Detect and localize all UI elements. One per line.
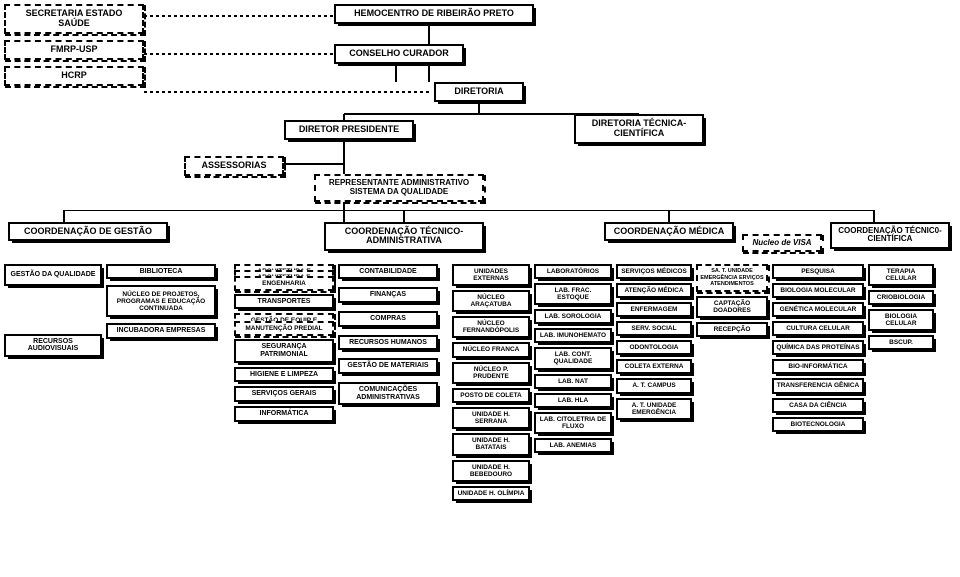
- lab-6: LAB. CITOLETRIA DE FLUXO: [534, 412, 612, 434]
- p-5: TRANSFERENCIA GÊNICA: [772, 378, 864, 393]
- atend-hdr: SA. T. UNIDADE EMERGÊNCIA ERVIÇOS ATENDI…: [696, 264, 768, 292]
- p-4: BIO-INFORMÁTICA: [772, 359, 864, 374]
- box-diretoria: DIRETORIA: [434, 82, 524, 102]
- lab-hdr: LABORATÓRIOS: [534, 264, 612, 279]
- sm-1: ENFERMAGEM: [616, 302, 692, 317]
- ue-0: NÚCLEO ARAÇATUBA: [452, 290, 530, 312]
- gestao-mat: GESTÃO DE MATERIAIS: [338, 358, 438, 374]
- tc-0: CRIOBIOLOGIA: [868, 290, 934, 305]
- sm-0: ATENÇÃO MÉDICA: [616, 283, 692, 298]
- box-rep: REPRESENTANTE ADMINISTRATIVO SISTEMA DA …: [314, 174, 484, 202]
- serv-gerais: SERVIÇOS GERAIS: [234, 386, 334, 402]
- lab-3: LAB. CONT. QUALIDADE: [534, 347, 612, 369]
- ue-hdr: UNIDADES EXTERNAS: [452, 264, 530, 286]
- eng: ENGENHARIA: [234, 276, 334, 291]
- biblioteca: BIBLIOTECA: [106, 264, 216, 280]
- sm-6: A. T. UNIDADE EMERGÊNCIA: [616, 398, 692, 420]
- box-assessorias: ASSESSORIAS: [184, 156, 284, 176]
- ue-1: NÚCLEO FERNANDÓPOLIS: [452, 316, 530, 338]
- ue-5: UNIDADE H. SERRANA: [452, 407, 530, 429]
- gestao-qualidade: GESTÃO DA QUALIDADE: [4, 264, 102, 286]
- sm-hdr: SERVIÇOS MÉDICOS: [616, 264, 692, 279]
- sm-5: A. T. CAMPUS: [616, 378, 692, 393]
- box-title: HEMOCENTRO DE RIBEIRÃO PRETO: [334, 4, 534, 24]
- box-conselho: CONSELHO CURADOR: [334, 44, 464, 64]
- manut-predial: MANUTENÇÃO PREDIAL: [234, 321, 334, 336]
- compras: COMPRAS: [338, 311, 438, 327]
- tc-2: BSCUP.: [868, 335, 934, 350]
- box-dtc: DIRETORIA TÉCNICA-CIENTÍFICA: [574, 114, 704, 144]
- p-3: QUÍMICA DAS PROTEÍNAS: [772, 340, 864, 355]
- p-7: BIOTECNOLOGIA: [772, 417, 864, 432]
- seguranca: SEGURANÇA PATRIMONIAL: [234, 339, 334, 362]
- ue-6: UNIDADE H. BATATAIS: [452, 433, 530, 455]
- coord-tc0: COORDENAÇÃO TÉCNIC0- CIENTÍFICA: [830, 222, 950, 250]
- lab-7: LAB. ANEMIAS: [534, 438, 612, 453]
- box-diretor: DIRETOR PRESIDENTE: [284, 120, 414, 140]
- nucleo-visa: Nucleo de VISA: [742, 234, 822, 253]
- financas: FINANÇAS: [338, 287, 438, 303]
- lab-4: LAB. NAT: [534, 374, 612, 389]
- tc-1: BIOLOGIA CELULAR: [868, 309, 934, 331]
- transportes: TRANSPORTES: [234, 294, 334, 310]
- coord-gestao: COORDENAÇÃO DE GESTÃO: [8, 222, 168, 242]
- ue-4: POSTO DE COLETA: [452, 388, 530, 403]
- rh: RECURSOS HUMANOS: [338, 335, 438, 351]
- lab-5: LAB. HLA: [534, 393, 612, 408]
- p-1: GENÉTICA MOLECULAR: [772, 302, 864, 317]
- contab: CONTABILIDADE: [338, 264, 438, 280]
- nucleo-projetos: NÚCLEO DE PROJETOS, PROGRAMAS E EDUCAÇÃO…: [106, 285, 216, 317]
- box-secretaria: SECRETARIA ESTADO SAÚDE: [4, 4, 144, 34]
- coord-tecadm: COORDENAÇÃO TÉCNICO-ADMINISTRATIVA: [324, 222, 484, 252]
- ue-7: UNIDADE H. BEBEDOURO: [452, 460, 530, 482]
- sm-2: SERV. SOCIAL: [616, 321, 692, 336]
- recepcao: RECEPÇÃO: [696, 322, 768, 337]
- ue-3: NÚCLEO P. PRUDENTE: [452, 362, 530, 384]
- p-6: CASA DA CIÊNCIA: [772, 398, 864, 413]
- box-hcrp: HCRP: [4, 66, 144, 86]
- recursos-audiovisuais: RECURSOS AUDIOVISUAIS: [4, 334, 102, 357]
- comunic: COMUNICAÇÕES ADMINISTRATIVAS: [338, 382, 438, 405]
- ue-8: UNIDADE H. OLÍMPIA: [452, 486, 530, 501]
- informatica: INFORMÁTICA: [234, 406, 334, 422]
- p-0: BIOLOGIA MOLECULAR: [772, 283, 864, 298]
- box-fmrp: FMRP-USP: [4, 40, 144, 60]
- ue-2: NÚCLEO FRANCA: [452, 342, 530, 357]
- lab-2: LAB. IMUNOHEMATO: [534, 328, 612, 343]
- incubadora: INCUBADORA EMPRESAS: [106, 323, 216, 339]
- sm-4: COLETA EXTERNA: [616, 359, 692, 374]
- p-2: CULTURA CELULAR: [772, 321, 864, 336]
- lab-0: LAB. FRAC. ESTOQUE: [534, 283, 612, 305]
- higiene: HIGIENE E LIMPEZA: [234, 367, 334, 383]
- captacao: CAPTAÇÃO DOADORES: [696, 296, 768, 318]
- pesq-hdr: PESQUISA: [772, 264, 864, 279]
- coord-medica: COORDENAÇÃO MÉDICA: [604, 222, 734, 242]
- tc-hdr: TERAPIA CELULAR: [868, 264, 934, 286]
- lab-1: LAB. SOROLOGIA: [534, 309, 612, 324]
- sm-3: ODONTOLOGIA: [616, 340, 692, 355]
